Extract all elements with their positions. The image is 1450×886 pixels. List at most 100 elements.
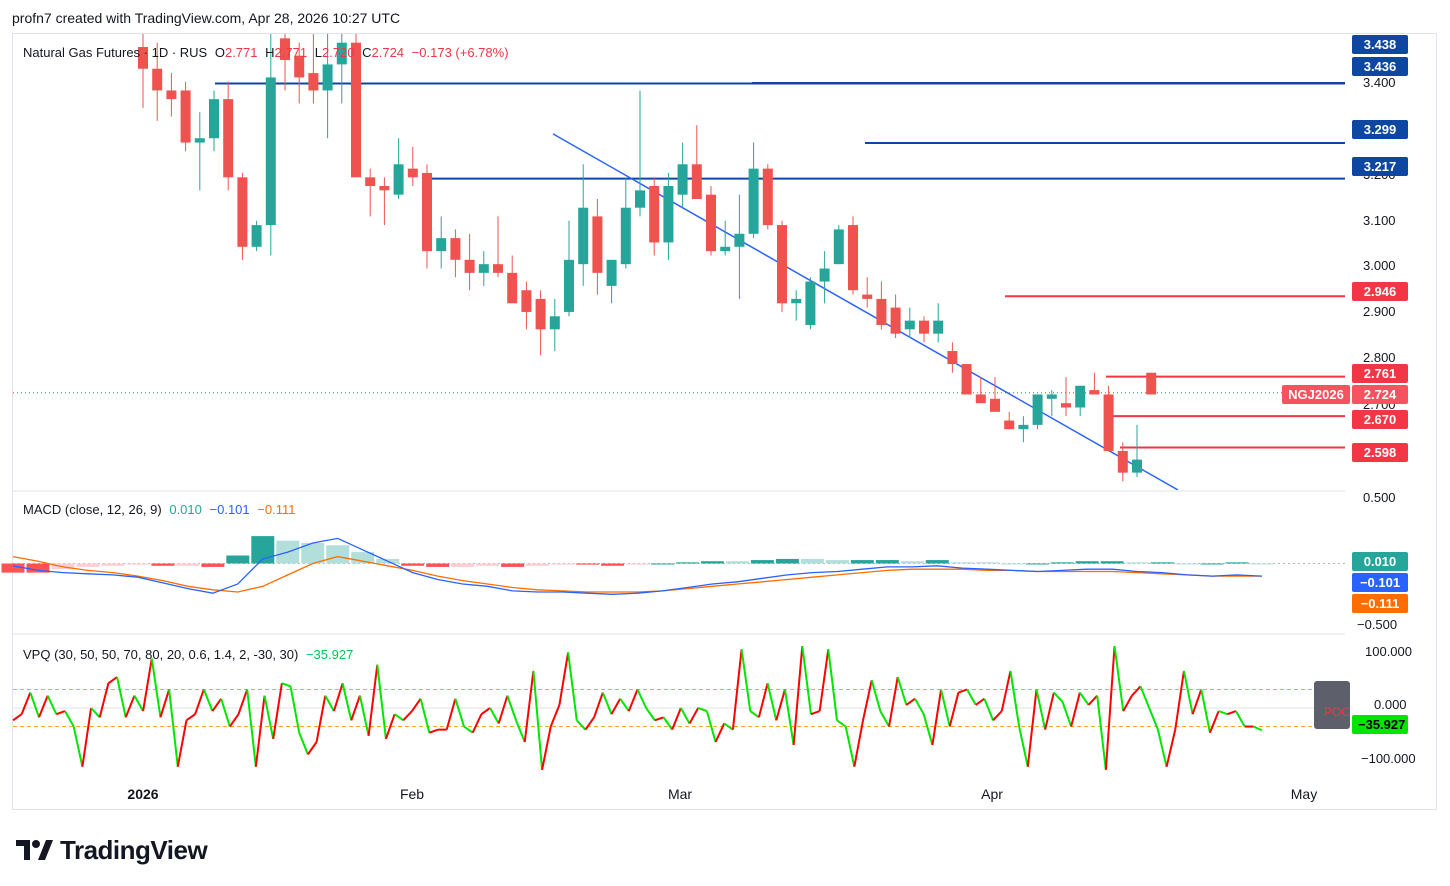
vpq-segment [428, 728, 439, 734]
vpq-segment [697, 707, 708, 713]
vpq-segment [757, 683, 769, 718]
vpq-segment [1096, 695, 1107, 770]
vpq-segment [783, 689, 795, 746]
vpq-segment [332, 682, 344, 712]
candle-body [322, 64, 333, 91]
vpq-segment [133, 695, 144, 712]
candle-body [521, 290, 532, 312]
vpq-segment [506, 695, 518, 721]
vpq-segment [584, 716, 595, 731]
vpq-segment [1218, 710, 1228, 716]
vpq-segment [818, 649, 830, 712]
vpq-segment [731, 649, 743, 730]
vpq-segment [1122, 695, 1133, 712]
vpq-segment [940, 689, 951, 727]
macd-title: MACD (close, 12, 26, 9) [23, 502, 162, 517]
vpq-segment [211, 698, 222, 712]
candle-body [450, 238, 461, 260]
vpq-segment [497, 695, 509, 724]
candle-body [1117, 450, 1128, 473]
vpq-segment [844, 726, 856, 767]
macd-histogram-bar [401, 563, 425, 566]
close-label: C [362, 45, 372, 60]
macd-histogram-bar [875, 560, 899, 564]
candle-body [635, 190, 645, 208]
vpq-segment [975, 697, 986, 706]
macd-histogram-bar [1225, 562, 1249, 564]
vpq-segment [237, 689, 249, 715]
candle-body [1018, 424, 1029, 430]
candle-body [592, 216, 603, 273]
macd-histogram-bar [700, 561, 724, 564]
vpq-segment [532, 670, 544, 770]
macd-histogram-bar [1125, 562, 1149, 564]
vpq-title: VPQ (30, 50, 50, 70, 80, 20, 0.6, 1.4, 2… [23, 647, 299, 662]
vpq-segment [792, 646, 804, 746]
vpq-segment [116, 676, 127, 718]
candle-body [805, 281, 816, 325]
vpq-segment [870, 679, 882, 712]
vpq-legend: VPQ (30, 50, 50, 70, 80, 20, 0.6, 1.4, 2… [23, 647, 357, 662]
vpq-segment [1191, 689, 1203, 715]
macd-histogram-bar [925, 560, 949, 564]
vpq-segment [775, 689, 786, 721]
vpq-segment [29, 692, 40, 718]
vpq-segment [202, 689, 214, 712]
candle-body [237, 177, 248, 247]
chart-frame[interactable] [12, 33, 1437, 810]
candle-body [166, 90, 177, 100]
price-axis-label: 3.000 [1363, 258, 1396, 273]
macd-axis-label: 0.500 [1363, 490, 1396, 505]
vpq-segment [1000, 670, 1012, 712]
vpq-segment [1061, 701, 1073, 727]
macd-histogram-bar [101, 563, 125, 566]
vpq-segment [601, 692, 613, 715]
candle-body [180, 90, 191, 143]
vpq-segment [1131, 685, 1142, 697]
macd-histogram-bar [426, 563, 450, 567]
footer-logo[interactable]: TradingView [16, 833, 208, 867]
macd-histogram-bar [975, 562, 999, 564]
candle-body [677, 164, 688, 195]
candle-body [138, 47, 148, 69]
vpq-segment [12, 713, 23, 722]
price-tag: 2.761 [1352, 364, 1408, 383]
macd-histogram-bar [501, 563, 525, 567]
candle-body [961, 364, 972, 395]
candle-body [464, 259, 475, 273]
candle-body [393, 164, 404, 195]
high-value: 2.771 [274, 45, 308, 60]
macd-histogram-bar [301, 542, 325, 564]
vpq-segment [480, 707, 491, 715]
vpq-segment [289, 686, 301, 733]
macd-histogram-bar [675, 562, 699, 564]
candle-body [478, 264, 489, 273]
vpq-segment [20, 692, 32, 715]
vpq-segment [1226, 710, 1237, 716]
vpq-segment [1035, 689, 1047, 730]
vpq-segment [914, 698, 925, 715]
vpq-segment [246, 689, 257, 767]
tradingview-logo-icon [16, 840, 53, 860]
vpq-segment [1079, 691, 1090, 706]
vpq-segment [1009, 670, 1021, 727]
candle-body [535, 298, 546, 330]
vpq-segment [1148, 707, 1159, 731]
macd-line-value: −0.101 [209, 502, 250, 517]
vpq-value: −35.927 [305, 647, 354, 662]
vpq-segment [576, 719, 587, 731]
macd-histogram-bar [126, 563, 150, 565]
macd-hist-tag: 0.010 [1352, 552, 1408, 571]
macd-histogram-bar [775, 558, 799, 564]
macd-histogram-bar [950, 562, 974, 564]
candle-body [819, 268, 830, 282]
vpq-segment [107, 676, 118, 685]
macd-histogram-bar [750, 560, 774, 564]
vpq-segment [1087, 694, 1098, 706]
vpq-segment [463, 725, 474, 734]
high-label: H [265, 45, 275, 60]
vpq-segment [72, 726, 84, 767]
poc-label: POC [1324, 705, 1351, 719]
candle-body [791, 298, 802, 304]
